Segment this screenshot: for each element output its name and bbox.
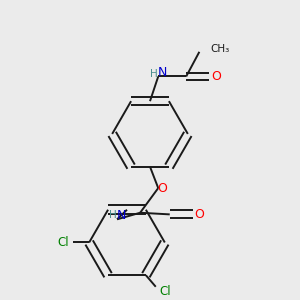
Text: Cl: Cl — [57, 236, 69, 249]
Text: O: O — [194, 208, 204, 221]
Text: H: H — [109, 210, 117, 220]
Text: O: O — [211, 70, 221, 83]
Text: H: H — [150, 69, 158, 79]
Text: Cl: Cl — [160, 285, 171, 298]
Text: CH₃: CH₃ — [211, 44, 230, 53]
Text: N: N — [116, 209, 126, 222]
Text: N: N — [158, 66, 167, 79]
Text: O: O — [157, 182, 167, 195]
